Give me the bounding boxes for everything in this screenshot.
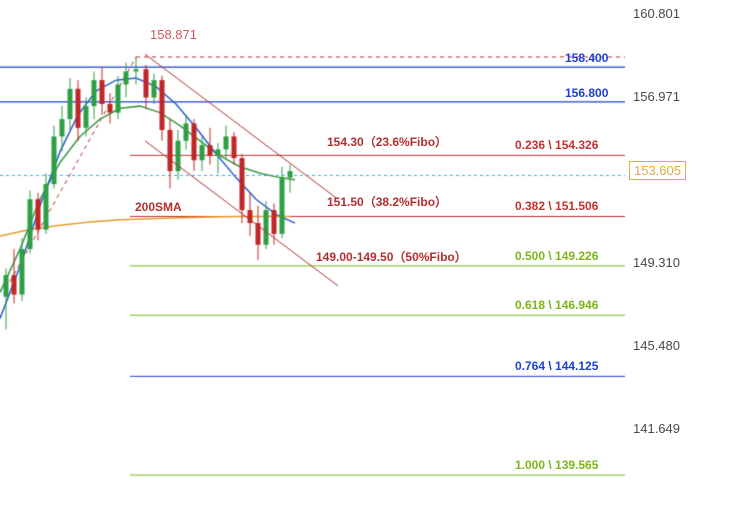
axis-tick: 156.971 — [633, 89, 680, 104]
blue-line-label: 158.400 — [565, 51, 608, 65]
fibo-label: 0.500 \ 149.226 — [515, 249, 598, 263]
axis-tick: 149.310 — [633, 255, 680, 270]
inline-fibo-label: 149.00-149.50（50%Fibo） — [316, 248, 467, 265]
axis-tick: 160.801 — [633, 6, 680, 21]
fibo-label: 0.764 \ 144.125 — [515, 359, 598, 373]
inline-fibo-label: 151.50（38.2%Fibo） — [327, 193, 447, 210]
inline-fibo-label: 154.30（23.6%Fibo） — [327, 133, 447, 150]
current-price-box: 153.605 — [629, 161, 686, 180]
swing-high-label: 158.871 — [150, 27, 197, 42]
fibo-label: 0.236 \ 154.326 — [515, 138, 598, 152]
axis-tick: 141.649 — [633, 421, 680, 436]
fibo-label: 0.618 \ 146.946 — [515, 298, 598, 312]
fibo-label: 1.000 \ 139.565 — [515, 458, 598, 472]
axis-tick: 145.480 — [633, 338, 680, 353]
sma-label: 200SMA — [135, 200, 182, 214]
blue-line-label: 156.800 — [565, 86, 608, 100]
fibo-label: 0.382 \ 151.506 — [515, 199, 598, 213]
